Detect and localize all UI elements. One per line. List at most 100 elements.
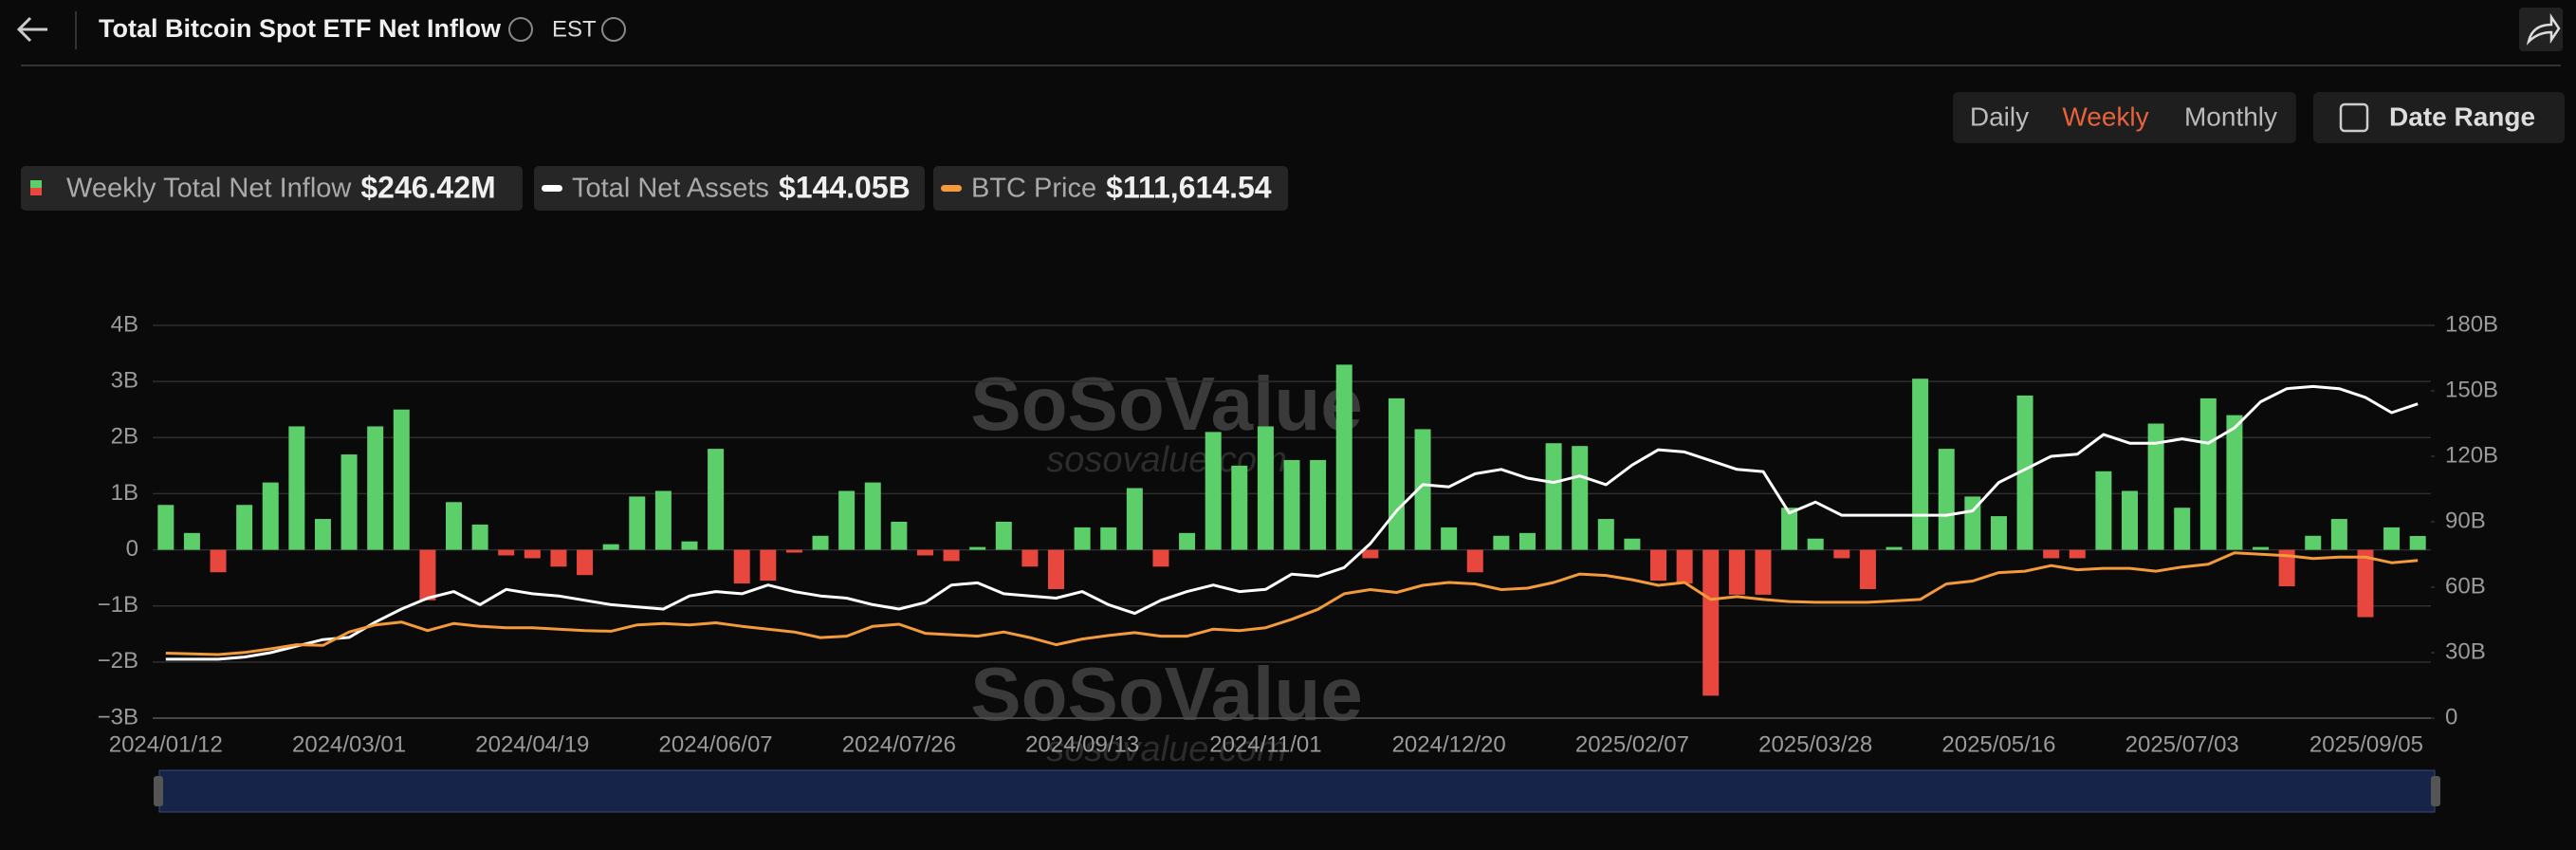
x-tick-label: 2024/12/20 [1392,731,1506,757]
legend-chip[interactable] [933,166,1288,211]
bar [1755,549,1772,595]
legend-value: $111,614.54 [1106,170,1272,204]
legend-chip[interactable] [534,166,925,211]
bar [2147,423,2164,550]
x-tick-label: 2024/07/26 [842,731,956,757]
bar [2199,397,2217,550]
bar [1441,527,1458,550]
y2-tick-label: 180B [2445,311,2498,337]
bar [2383,527,2401,550]
y-tick-label: 3B [111,367,138,393]
y-tick-label: −1B [98,592,138,618]
navigator[interactable] [158,769,2436,813]
y2-tick-label: 120B [2445,442,2498,468]
bar [524,549,541,559]
bar [785,549,802,553]
bar [1886,546,1903,550]
bar [1807,538,1824,550]
bar [1518,532,1536,550]
bar [654,490,672,550]
x-tick-label: 2024/06/07 [659,731,773,757]
y-tick-label: 4B [111,311,138,337]
bar [602,544,619,550]
legend-value: $144.05B [779,170,911,204]
bar [288,426,305,550]
share-button[interactable] [2519,8,2563,51]
period-option[interactable]: Daily [1970,102,2029,131]
bar [419,549,436,601]
bar [236,505,253,550]
bar [1466,549,1483,573]
bar [393,409,410,550]
x-tick-label: 2025/09/05 [2309,731,2423,757]
bar [2069,549,2086,559]
bar [891,522,908,550]
info-icon[interactable] [601,17,626,42]
bar [446,502,463,550]
bar [1205,432,1222,550]
bar [1728,549,1745,595]
period-option[interactable]: Weekly [2062,102,2148,131]
legend-name: Weekly Total Net Inflow [66,174,352,204]
bar [1152,549,1169,567]
watermark-url: sosovalue.com [1046,730,1286,769]
y2-tick-label: 60B [2445,573,2486,599]
bar [2253,546,2270,550]
y-tick-label: −2B [98,648,138,674]
page-title: Total Bitcoin Spot ETF Net Inflow [99,14,502,43]
bar [577,549,594,576]
bar [1283,459,1300,550]
bar [995,522,1012,550]
bar [1859,549,1876,589]
bar [1257,426,1274,550]
bar [1126,488,1143,550]
bar [733,549,750,584]
bar [838,490,856,550]
bar [550,549,567,567]
x-tick-label: 2024/09/13 [1025,731,1139,757]
line [165,384,2419,661]
bar [916,549,933,556]
x-tick-label: 2024/01/12 [109,731,223,757]
bar [1781,508,1798,550]
line [165,551,2419,656]
navigator-handle[interactable] [2431,776,2440,806]
bar [1624,538,1641,550]
date-range-button[interactable] [2313,92,2565,143]
legend-chip[interactable] [21,166,523,211]
bar [2330,519,2347,550]
period-option[interactable]: Monthly [2184,102,2277,131]
bar [157,505,175,550]
period-toggle [1953,92,2296,143]
bar [760,549,777,582]
bar [1572,446,1589,550]
bar [2121,490,2138,550]
bar [812,535,829,550]
legend-value: $246.42M [360,170,495,204]
bar [1597,519,1614,550]
date-range-label[interactable]: Date Range [2389,102,2535,131]
bar [943,549,960,562]
bar [2016,395,2033,550]
x-tick-label: 2025/02/07 [1575,731,1689,757]
bar [1676,549,1693,584]
legend-swatch [542,185,562,192]
bar [367,426,384,550]
x-tick-label: 2024/11/01 [1209,731,1321,757]
bar [1702,549,1720,696]
y2-tick-label: 30B [2445,638,2486,664]
watermark-url: sosovalue.com [1046,440,1286,480]
bar [2174,508,2191,550]
legend-swatch [30,180,42,188]
navigator-handle[interactable] [154,776,163,806]
bar [1179,532,1196,550]
info-icon[interactable] [508,17,533,42]
bar [1912,379,1929,550]
back-button[interactable] [16,16,47,43]
bar [1362,549,1379,559]
timezone[interactable]: EST [552,16,597,42]
bar [708,449,725,550]
bar [1021,549,1039,567]
y-tick-label: 0 [126,536,138,562]
